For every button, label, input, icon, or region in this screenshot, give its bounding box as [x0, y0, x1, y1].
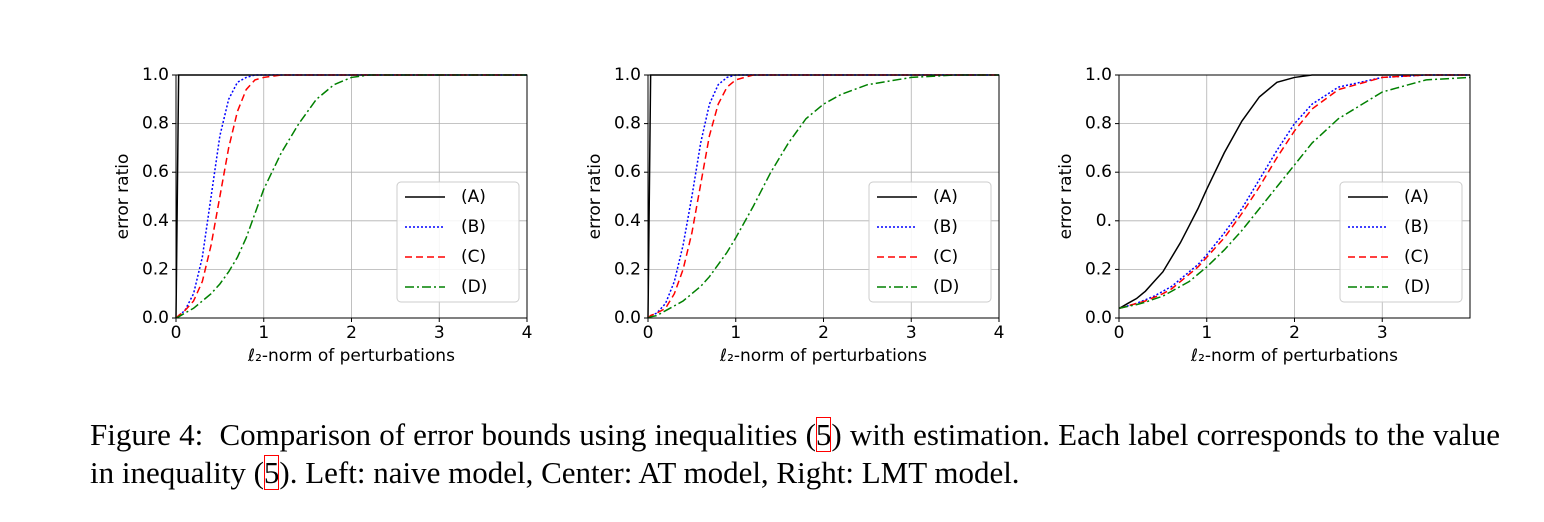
axes-frame	[1118, 74, 1471, 319]
legend-label: (C)	[1404, 247, 1429, 267]
y-tick-label: 0.4	[142, 211, 169, 231]
y-tick-label: 1.0	[142, 65, 169, 85]
legend-label: (A)	[1404, 187, 1429, 207]
legend: (A) (B) (C) (D)	[396, 181, 520, 303]
y-tick-label: 0.0	[1085, 308, 1112, 328]
equation-ref[interactable]: 5	[815, 417, 832, 452]
chart-panel: 0.0 0.2 0. 0.6 0.8 1.0 0 1 2 3 error ratio ℓ₂-norm …	[1056, 65, 1471, 366]
y-tick-label: 0.8	[1085, 114, 1112, 134]
legend-label: (B)	[1404, 217, 1429, 237]
x-tick-label: 2	[1289, 323, 1300, 343]
x-tick-label: 1	[258, 323, 269, 343]
x-axis-label: ℓ₂-norm of perturbations	[1190, 346, 1398, 366]
y-axis-label: error ratio	[113, 154, 133, 240]
series-line	[647, 74, 999, 319]
legend: (A) (B) (C) (D)	[868, 181, 992, 303]
y-tick-label: 0.2	[142, 259, 169, 279]
y-tick-label: 0.0	[614, 308, 641, 328]
legend-label: (D)	[933, 277, 959, 297]
x-tick-label: 2	[346, 323, 357, 343]
x-axis-label: ℓ₂-norm of perturbations	[719, 346, 927, 366]
series-line	[647, 74, 999, 319]
x-tick-label: 3	[434, 323, 445, 343]
x-tick-label: 1	[1201, 323, 1212, 343]
x-tick-label: 0	[1114, 323, 1125, 343]
series-line	[175, 74, 527, 319]
y-tick-label: 0.0	[142, 308, 169, 328]
caption-text: ). Left: naive model, Center: AT model, …	[279, 455, 1020, 490]
y-tick-label: 1.0	[1085, 65, 1112, 85]
y-tick-label: 0.4	[614, 211, 641, 231]
series-line	[1118, 74, 1470, 310]
legend-label: (C)	[461, 247, 486, 267]
legend-label: (C)	[933, 247, 958, 267]
x-tick-label: 3	[906, 323, 917, 343]
y-tick-label: 0.2	[614, 259, 641, 279]
x-tick-label: 2	[818, 323, 829, 343]
legend-box	[1339, 181, 1463, 303]
legend-label: (D)	[461, 277, 487, 297]
legend-box	[868, 181, 992, 303]
legend-label: (B)	[933, 217, 958, 237]
y-tick-label: 0.6	[142, 162, 169, 182]
y-tick-label: 0.2	[1085, 259, 1112, 279]
caption-text: ) with estimation. Each label correspond…	[90, 417, 1500, 490]
equation-ref[interactable]: 5	[263, 455, 280, 490]
series-line	[175, 74, 527, 319]
legend-label: (A)	[461, 187, 486, 207]
x-tick-label: 0	[643, 323, 654, 343]
x-tick-label: 4	[994, 323, 1005, 343]
x-tick-label: 3	[1377, 323, 1388, 343]
y-tick-label: 0.6	[1085, 162, 1112, 182]
x-tick-label: 0	[171, 323, 182, 343]
axes-frame	[175, 74, 528, 319]
legend-box	[396, 181, 520, 303]
caption: Figure 4: Comparison of error bounds usi…	[90, 416, 1500, 492]
y-tick-label: 0.8	[142, 114, 169, 134]
series-line	[1118, 76, 1471, 310]
series-line	[1118, 74, 1470, 310]
y-axis-label: error ratio	[585, 154, 605, 240]
x-tick-label: 1	[730, 323, 741, 343]
caption-text: Comparison of error bounds using inequal…	[219, 417, 816, 452]
y-tick-label: 0.8	[614, 114, 641, 134]
chart-panel: 0.0 0.2 0.4 0.6 0.8 1.0 0 1 2 3 4 error ratio ℓ₂-nor…	[113, 65, 532, 366]
axes-frame	[647, 74, 1000, 319]
caption-label: Figure 4:	[90, 417, 204, 452]
y-tick-label: 1.0	[614, 65, 641, 85]
legend-label: (B)	[461, 217, 486, 237]
legend: (A) (B) (C) (D)	[1339, 181, 1463, 303]
y-axis-label: error ratio	[1056, 154, 1076, 240]
legend-label: (D)	[1404, 277, 1430, 297]
y-tick-label: 0.	[1096, 211, 1112, 231]
legend-label: (A)	[933, 187, 958, 207]
chart-panel: 0.0 0.2 0.4 0.6 0.8 1.0 0 1 2 3 4 error ratio ℓ₂-nor…	[585, 65, 1004, 366]
y-tick-label: 0.6	[614, 162, 641, 182]
x-axis-label: ℓ₂-norm of perturbations	[247, 346, 455, 366]
x-tick-label: 4	[522, 323, 533, 343]
